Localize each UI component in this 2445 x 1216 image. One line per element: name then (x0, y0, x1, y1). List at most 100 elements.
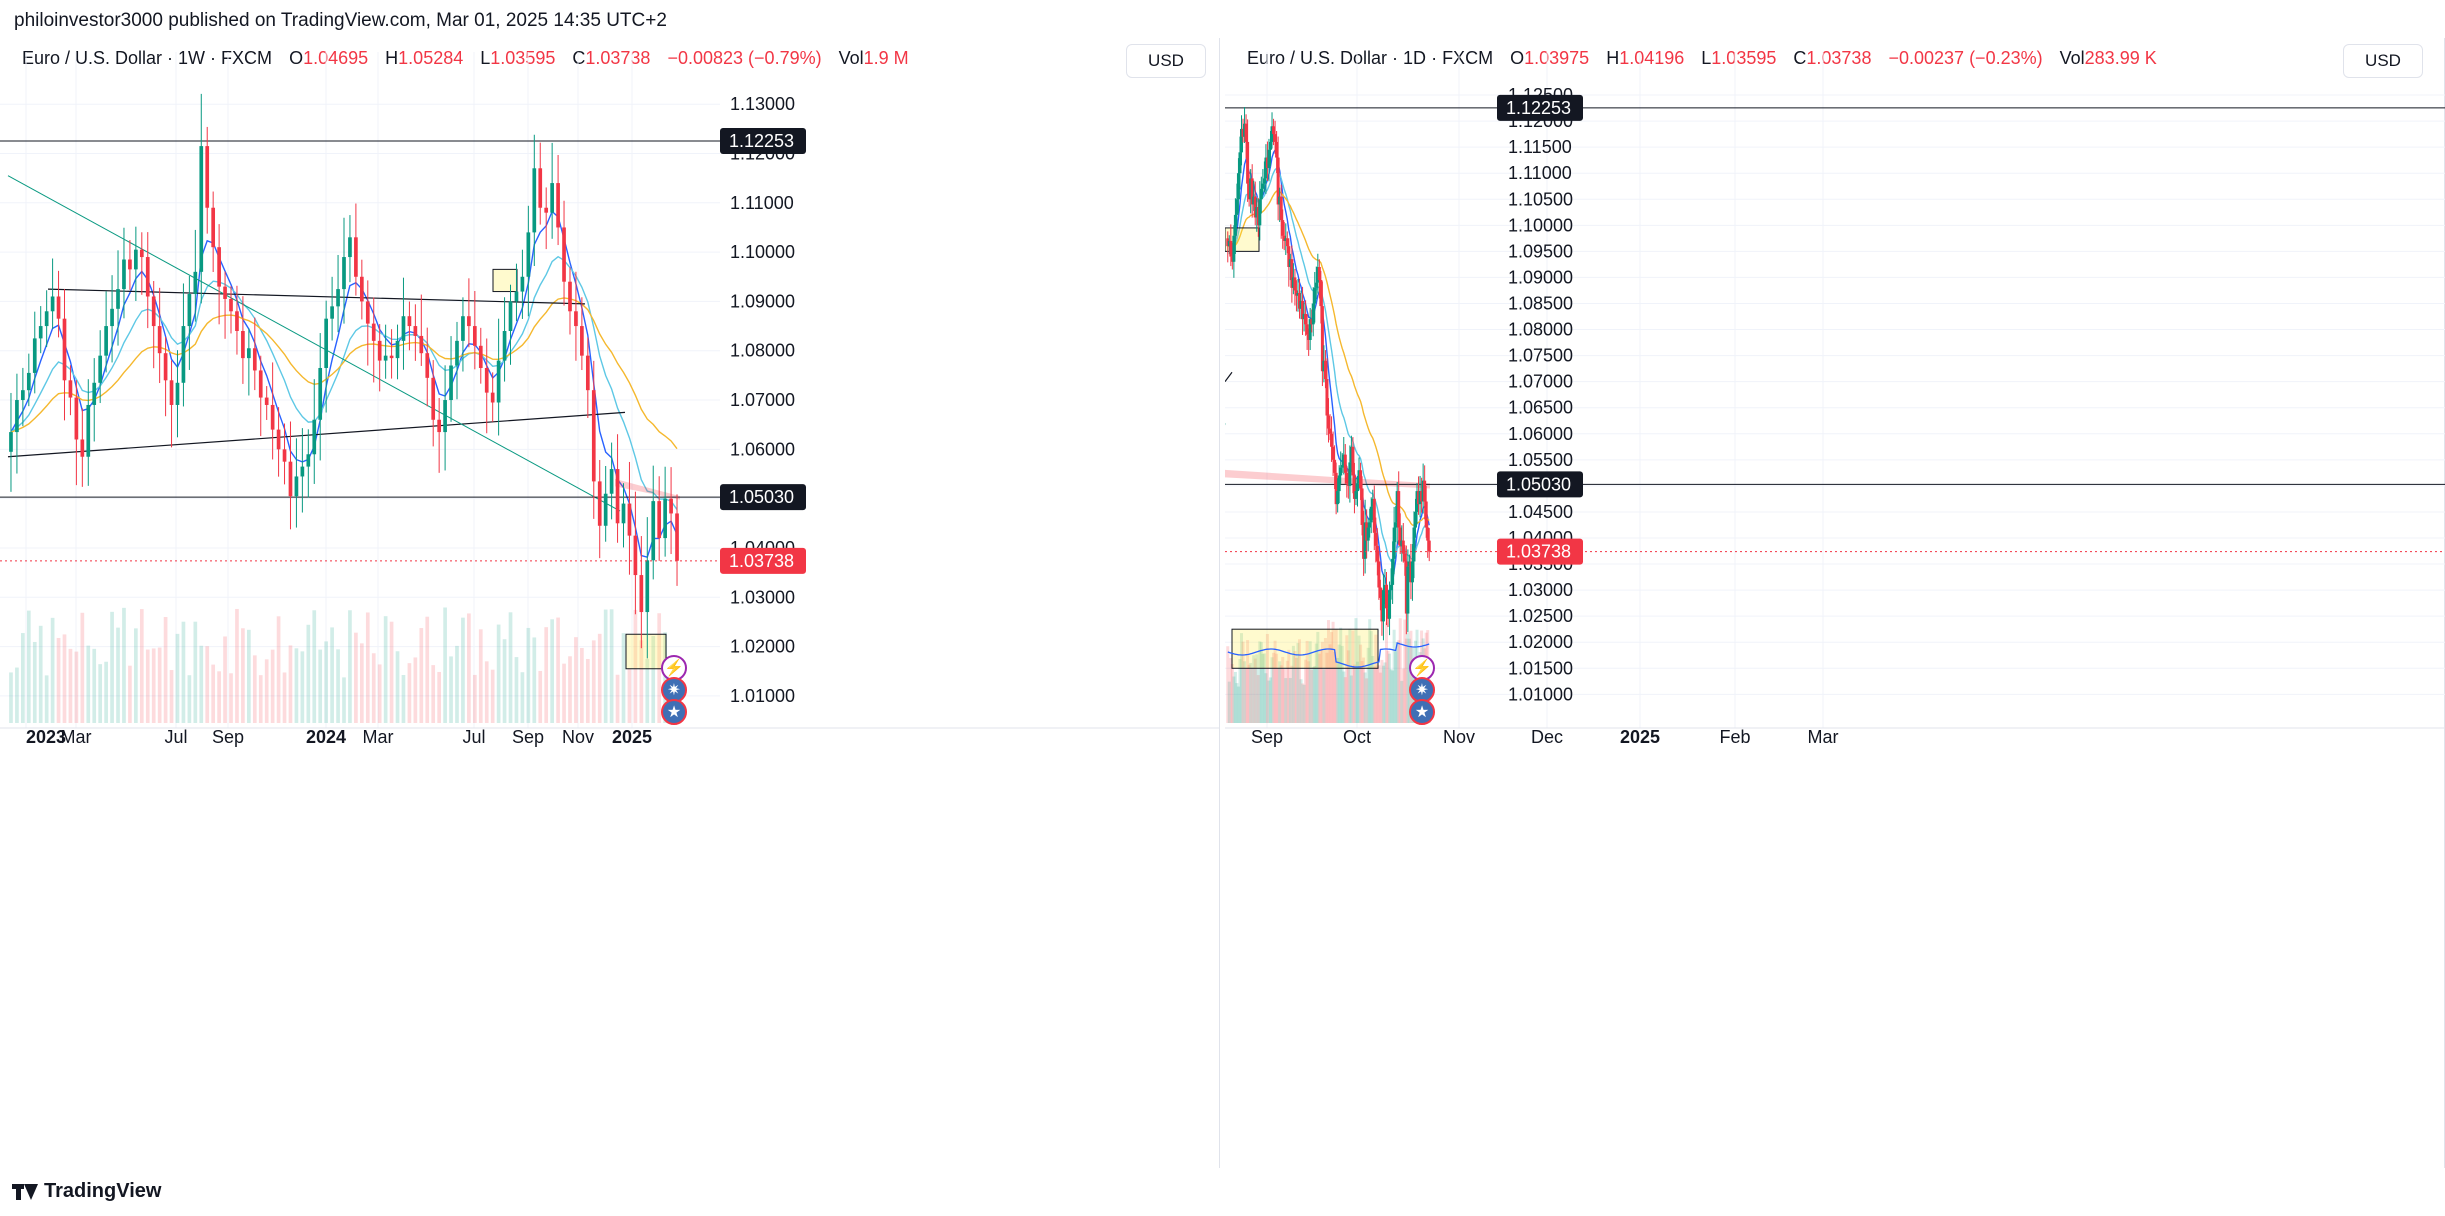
volume-bar (455, 645, 459, 723)
currency-button[interactable]: USD (2343, 44, 2423, 78)
candle-body (609, 469, 614, 494)
volume-bar (365, 612, 370, 723)
volume-bar (1285, 660, 1289, 723)
volume-bar (1313, 666, 1317, 723)
tradingview-logo-icon (12, 1183, 38, 1200)
volume-bar (657, 613, 662, 723)
candle-body (633, 535, 638, 576)
candle-body (1233, 214, 1237, 236)
daily-chart-panel[interactable]: Euro / U.S. Dollar · 1D · FXCM O1.03975 … (1225, 38, 2445, 1168)
volume-bar (252, 655, 257, 723)
volume-bar (1269, 677, 1272, 723)
volume-bar (1374, 634, 1378, 723)
candle-body (1258, 199, 1262, 226)
y-tick-label: 1.11000 (730, 193, 794, 213)
candle-body (50, 296, 55, 312)
volume-bar (1307, 661, 1311, 723)
candle-body (1282, 235, 1286, 241)
candle-body (675, 513, 679, 561)
volume-bar (1357, 635, 1361, 723)
volume-bar (1249, 662, 1253, 723)
candle-body (324, 318, 329, 368)
volume-bar (1256, 675, 1260, 723)
event-us-icon[interactable]: ★ (1409, 699, 1435, 725)
candle-body (306, 454, 311, 467)
volume-bar (496, 624, 501, 723)
volume-bar (324, 641, 329, 723)
volume-bar (1323, 638, 1327, 723)
volume-bar (1282, 669, 1286, 723)
candle-body (1421, 480, 1425, 502)
y-tick-label: 1.06500 (1508, 398, 1573, 418)
weekly-chart-panel[interactable]: Euro / U.S. Dollar · 1W · FXCM O1.04695 … (0, 38, 1220, 1168)
volume-bar (1375, 665, 1379, 723)
candle-body (270, 404, 275, 430)
volume-bar (1389, 669, 1393, 723)
volume-bar (21, 633, 25, 723)
candle-body (657, 501, 662, 539)
volume-bar (544, 627, 549, 723)
volume-bar (443, 607, 447, 723)
candle-body (92, 382, 97, 405)
volume-bar (419, 628, 424, 723)
candle-body (1351, 446, 1355, 476)
volume-bar (1270, 657, 1274, 723)
daily-chart-svg[interactable]: 1.125001.120001.115001.110001.105001.100… (1225, 38, 2445, 1168)
volume-bar (1235, 683, 1239, 723)
candle-body (241, 331, 245, 359)
low-value: 1.03595 (1711, 48, 1777, 68)
candle-body (1275, 141, 1279, 158)
candle-body (1426, 527, 1430, 541)
zone-box (1231, 628, 1379, 669)
volume-bar (1310, 669, 1314, 723)
volume-bar (223, 636, 227, 723)
volume-bar (1331, 621, 1335, 723)
event-eu-icon[interactable]: ✷ (1409, 677, 1435, 703)
symbol-name: Euro / U.S. Dollar (22, 48, 163, 68)
candle-body (449, 365, 453, 401)
candle-body (371, 323, 376, 341)
y-tick-label: 1.09000 (730, 291, 795, 311)
volume-bar (139, 609, 144, 723)
candle-body (80, 439, 85, 457)
candle-body (526, 232, 531, 277)
candle-body (1423, 480, 1427, 502)
candle-body (1256, 207, 1260, 226)
volume-bar (1371, 655, 1375, 723)
y-tick-label: 1.03000 (1508, 580, 1573, 600)
weekly-chart-svg[interactable]: 1.130001.120001.110001.100001.090001.080… (0, 38, 1220, 1168)
candle-body (484, 367, 489, 393)
volume-bar (193, 621, 198, 723)
candle-body (157, 326, 162, 354)
candle-body (1409, 561, 1413, 583)
volume-bar (514, 657, 519, 723)
trendline-mid (1225, 371, 1233, 383)
candle-body (1349, 446, 1353, 463)
candle-body (1235, 199, 1239, 215)
candle-body (425, 353, 430, 378)
event-us-icon[interactable]: ★ (661, 699, 687, 725)
close-value: 1.03738 (585, 48, 651, 68)
volume-bar (1328, 644, 1332, 723)
volume-bar (348, 610, 352, 723)
candle-body (365, 301, 370, 324)
volume-bar (1352, 664, 1356, 723)
volume-bar (1356, 661, 1359, 723)
candle-body (585, 355, 590, 391)
candle-body (490, 392, 495, 403)
currency-button[interactable]: USD (1126, 44, 1206, 78)
candle-body (443, 400, 447, 433)
level-label-bg (720, 484, 806, 511)
candle-body (395, 340, 400, 359)
volume-bar (56, 637, 61, 723)
volume-bar (461, 617, 465, 723)
candle-body (1230, 256, 1234, 262)
volume-bar (1293, 651, 1297, 723)
volume-bar (205, 646, 210, 723)
volume-bar (15, 667, 19, 723)
volume-bar (1227, 681, 1231, 723)
candle-body (1316, 267, 1320, 283)
volume-bar (128, 665, 132, 723)
candle-body (1291, 277, 1295, 288)
x-tick-label: Feb (1719, 727, 1750, 747)
